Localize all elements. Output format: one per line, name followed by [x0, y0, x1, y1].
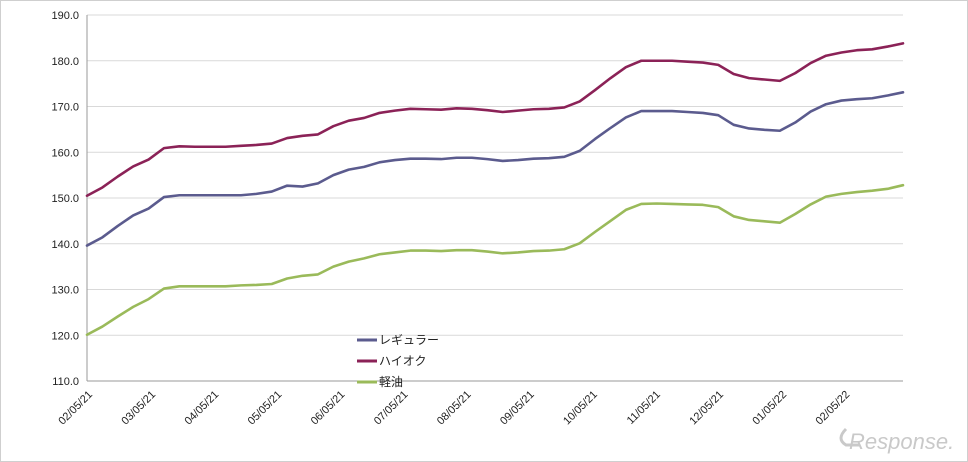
- watermark-logo: Response.: [839, 427, 954, 454]
- x-tick-labels: 02/05/21 03/05/21 04/05/21 05/05/21 06/05/21…: [56, 389, 852, 428]
- watermark-text: Response.: [849, 429, 954, 454]
- x-tick-label: 12/05/21: [687, 389, 726, 428]
- watermark-swoosh-icon: [839, 427, 860, 447]
- y-tick-label: 190.0: [51, 10, 79, 22]
- x-tick-label: 10/05/21: [561, 389, 600, 428]
- x-tick-label: 02/05/22: [814, 389, 853, 428]
- y-tick-label: 120.0: [51, 330, 79, 342]
- y-tick-label: 130.0: [51, 285, 79, 297]
- y-tick-label: 160.0: [51, 147, 79, 159]
- series-line-1: [85, 91, 905, 247]
- x-tick-label: 03/05/21: [119, 389, 158, 428]
- y-tick-label: 180.0: [51, 56, 79, 68]
- x-tick-label: 02/05/21: [56, 389, 95, 428]
- legend-label: ハイオク: [379, 354, 427, 368]
- y-tick-label: 150.0: [51, 193, 79, 205]
- x-tick-label: 05/05/21: [246, 389, 285, 428]
- x-tick-label: 01/05/22: [750, 389, 789, 428]
- series-lines: [85, 42, 905, 337]
- y-tick-label: 170.0: [51, 102, 79, 114]
- y-tick-label: 140.0: [51, 239, 79, 251]
- y-tick-labels: 110.0 120.0 130.0 140.0 150.0 160.0 170.0 180.0…: [51, 10, 79, 388]
- legend-label: レギュラー: [379, 333, 439, 347]
- y-tick-label: 110.0: [52, 376, 79, 388]
- series-line-3: [85, 183, 905, 337]
- grid-lines: [86, 14, 903, 382]
- x-tick-label: 09/05/21: [498, 389, 537, 428]
- x-tick-label: 11/05/21: [625, 389, 663, 427]
- x-tick-label: 07/05/21: [372, 389, 411, 428]
- legend-label: 軽油: [379, 375, 403, 389]
- x-tick-label: 04/05/21: [183, 389, 222, 428]
- x-tick-label: 08/05/21: [435, 389, 474, 428]
- series-line-2: [85, 42, 905, 198]
- x-tick-label: 06/05/21: [309, 389, 348, 428]
